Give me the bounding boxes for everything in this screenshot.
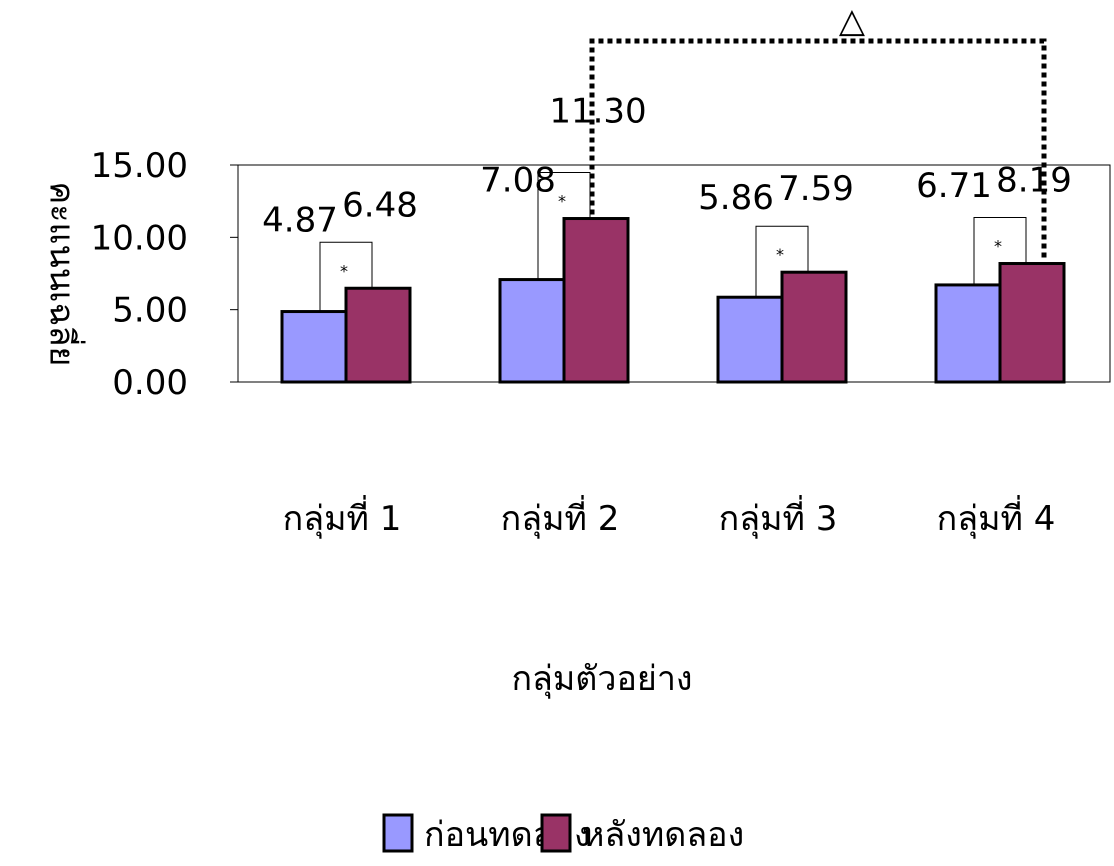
legend-swatch <box>540 813 572 853</box>
y-tick-label: 10.00 <box>91 218 188 258</box>
y-tick-label: 15.00 <box>91 146 188 186</box>
data-label: 8.19 <box>996 161 1072 201</box>
bar-before-4 <box>934 283 1002 384</box>
data-label: 5.86 <box>698 178 774 218</box>
category-label: กลุ่มที่ 4 <box>937 495 1056 539</box>
bar-after-3 <box>780 270 848 384</box>
data-label: 7.59 <box>778 169 854 209</box>
category-label: กลุ่มที่ 1 <box>283 495 402 539</box>
significance-star: * <box>558 192 566 211</box>
category-label: กลุ่มที่ 3 <box>719 495 838 539</box>
delta-marker: △ <box>839 1 866 41</box>
significance-star: * <box>776 245 784 264</box>
bar-after-4 <box>998 262 1066 384</box>
bar-after-1 <box>344 286 412 384</box>
significance-bracket <box>973 217 1027 285</box>
category-label: กลุ่มที่ 2 <box>501 495 620 539</box>
data-label: 6.48 <box>342 185 418 225</box>
x-axis-label: กลุ่มตัวอย่าง <box>511 659 692 699</box>
significance-bracket <box>755 225 809 298</box>
y-axis-label: คะแนนเฉลี่ย <box>42 182 86 367</box>
significance-bracket <box>319 241 373 312</box>
bar-after-2 <box>562 217 630 384</box>
plot-area <box>237 164 1111 383</box>
y-tick-label: 5.00 <box>112 291 188 331</box>
legend-label: หลังทดลอง <box>582 815 744 855</box>
between-group-bracket <box>589 38 1047 260</box>
bar-before-1 <box>280 310 348 384</box>
y-tick-label: 0.00 <box>112 363 188 403</box>
data-label: 4.87 <box>262 201 338 241</box>
data-label: 7.08 <box>480 161 556 201</box>
legend-swatch <box>382 813 414 853</box>
bar-before-2 <box>498 278 566 384</box>
bar-before-3 <box>716 295 784 384</box>
data-label: 11.30 <box>549 92 646 132</box>
significance-star: * <box>994 237 1002 256</box>
significance-star: * <box>340 261 348 280</box>
data-label: 6.71 <box>916 166 992 206</box>
